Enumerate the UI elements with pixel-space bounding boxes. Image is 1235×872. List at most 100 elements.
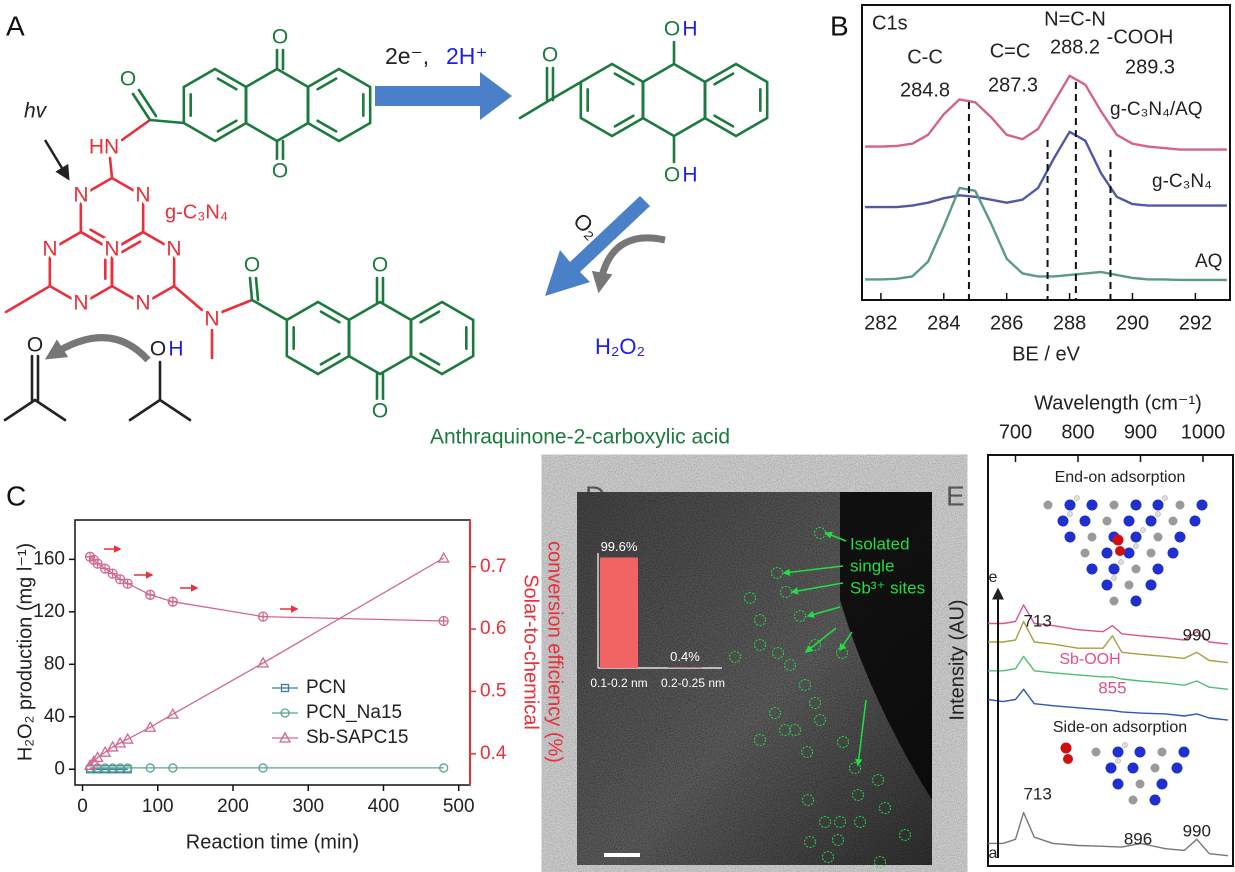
legend-label: Sb-SAPC15 <box>306 727 408 748</box>
y-tick-label: 40 <box>44 706 65 727</box>
site-marker <box>729 651 741 663</box>
ring <box>641 62 707 138</box>
marker <box>145 589 156 600</box>
annotation: Sb-OOH <box>1059 651 1120 668</box>
atom-ball <box>1162 495 1168 501</box>
atom: O <box>664 164 680 187</box>
ring <box>244 67 310 143</box>
atom-ball <box>1043 500 1053 510</box>
atom-ball <box>1122 742 1128 748</box>
atom-ball <box>1112 778 1124 790</box>
reagent: 2H⁺ <box>446 43 488 69</box>
site-marker <box>801 746 813 758</box>
peak-label: 713 <box>1023 784 1051 803</box>
atom-ball <box>1109 596 1119 606</box>
site-marker <box>809 639 821 651</box>
atom-ball <box>1152 563 1164 575</box>
x-axis-label: BE / eV <box>1012 343 1080 365</box>
atom-ball <box>1153 532 1163 542</box>
x-tick-label: 282 <box>864 312 897 334</box>
atom-ball <box>1064 531 1076 543</box>
atom-ball <box>1123 547 1135 559</box>
atom: N <box>135 184 150 207</box>
peak-value: 284.8 <box>900 79 950 101</box>
atom-ball <box>1112 746 1124 758</box>
micrograph: Isolated single Sb³⁺ sites <box>577 492 932 865</box>
atom: HN <box>89 136 119 159</box>
reaction-arrow <box>545 196 650 296</box>
marker <box>98 745 112 757</box>
legend-label: g-C₃N₄ <box>1152 171 1212 192</box>
curved-arrow <box>591 234 666 294</box>
atom-ball <box>1063 754 1073 764</box>
atom-ball <box>1105 762 1117 774</box>
site-marker <box>754 614 766 626</box>
atom-ball <box>1174 531 1186 543</box>
site-marker <box>799 679 811 691</box>
ring <box>409 300 475 376</box>
atom-ball <box>1128 795 1138 805</box>
marker <box>258 763 268 773</box>
y-tick-label: 0 <box>54 758 65 779</box>
x-tick-label: 284 <box>927 312 960 334</box>
peak-label: 855 <box>1098 678 1126 697</box>
peak-value: 287.3 <box>988 74 1038 96</box>
x-tick-label: 700 <box>999 421 1032 443</box>
double-bond <box>89 228 111 242</box>
value-label: 0.4% <box>670 649 700 664</box>
y2-tick-label: 0.5 <box>480 680 506 701</box>
marker <box>256 656 270 668</box>
atom-ball <box>1057 515 1069 527</box>
atom-ball <box>1067 511 1073 517</box>
site-marker <box>899 829 911 841</box>
data-line <box>865 74 1227 151</box>
marker <box>121 732 134 744</box>
y-tick-label: 120 <box>33 601 65 622</box>
data-line <box>988 811 1229 857</box>
trace-label: a <box>989 845 998 862</box>
site-marker <box>834 816 846 828</box>
y2-tick-label: 0.7 <box>480 556 506 577</box>
marker <box>145 763 155 773</box>
double-bond <box>613 72 635 86</box>
light-arrow <box>43 139 70 181</box>
plot-frame <box>861 4 1231 301</box>
trace-label: e <box>989 569 998 586</box>
x-axis-label: Reaction time (min) <box>186 831 359 853</box>
peak-label: 713 <box>1023 611 1051 630</box>
double-bond <box>713 114 735 128</box>
marker <box>92 558 103 569</box>
x-tick-label: 200 <box>217 796 249 817</box>
atom-ball <box>1140 527 1146 533</box>
site-marker <box>754 639 766 651</box>
x-tick-label: 800 <box>1061 421 1094 443</box>
site-marker <box>772 647 784 659</box>
atom-ball <box>1101 547 1113 559</box>
ring <box>306 67 372 143</box>
site-marker <box>819 816 831 828</box>
marker <box>257 611 269 622</box>
atom: O <box>272 26 288 49</box>
atom-ball <box>1146 548 1156 558</box>
double-bond <box>120 240 142 254</box>
atom: O <box>120 68 136 91</box>
site-marker <box>779 724 791 736</box>
panel-label: E <box>946 480 965 511</box>
atom-ball <box>1135 779 1145 789</box>
y2-axis-label: Solar-to-chemical <box>520 574 542 730</box>
peak-name: -COOH <box>1107 26 1174 48</box>
atom-ball <box>1130 595 1142 607</box>
atom-ball <box>1086 499 1098 511</box>
product: H₂O₂ <box>595 334 645 359</box>
chart-title: C1s <box>872 12 908 34</box>
atom-ball <box>1145 515 1157 527</box>
marker <box>437 551 450 563</box>
double-bond <box>316 119 338 133</box>
peak-name: C=C <box>990 40 1031 62</box>
double-bond <box>216 119 238 133</box>
atom-ball <box>1130 531 1142 543</box>
site-marker <box>874 856 886 868</box>
data-line <box>89 557 445 766</box>
site-marker <box>809 697 821 709</box>
